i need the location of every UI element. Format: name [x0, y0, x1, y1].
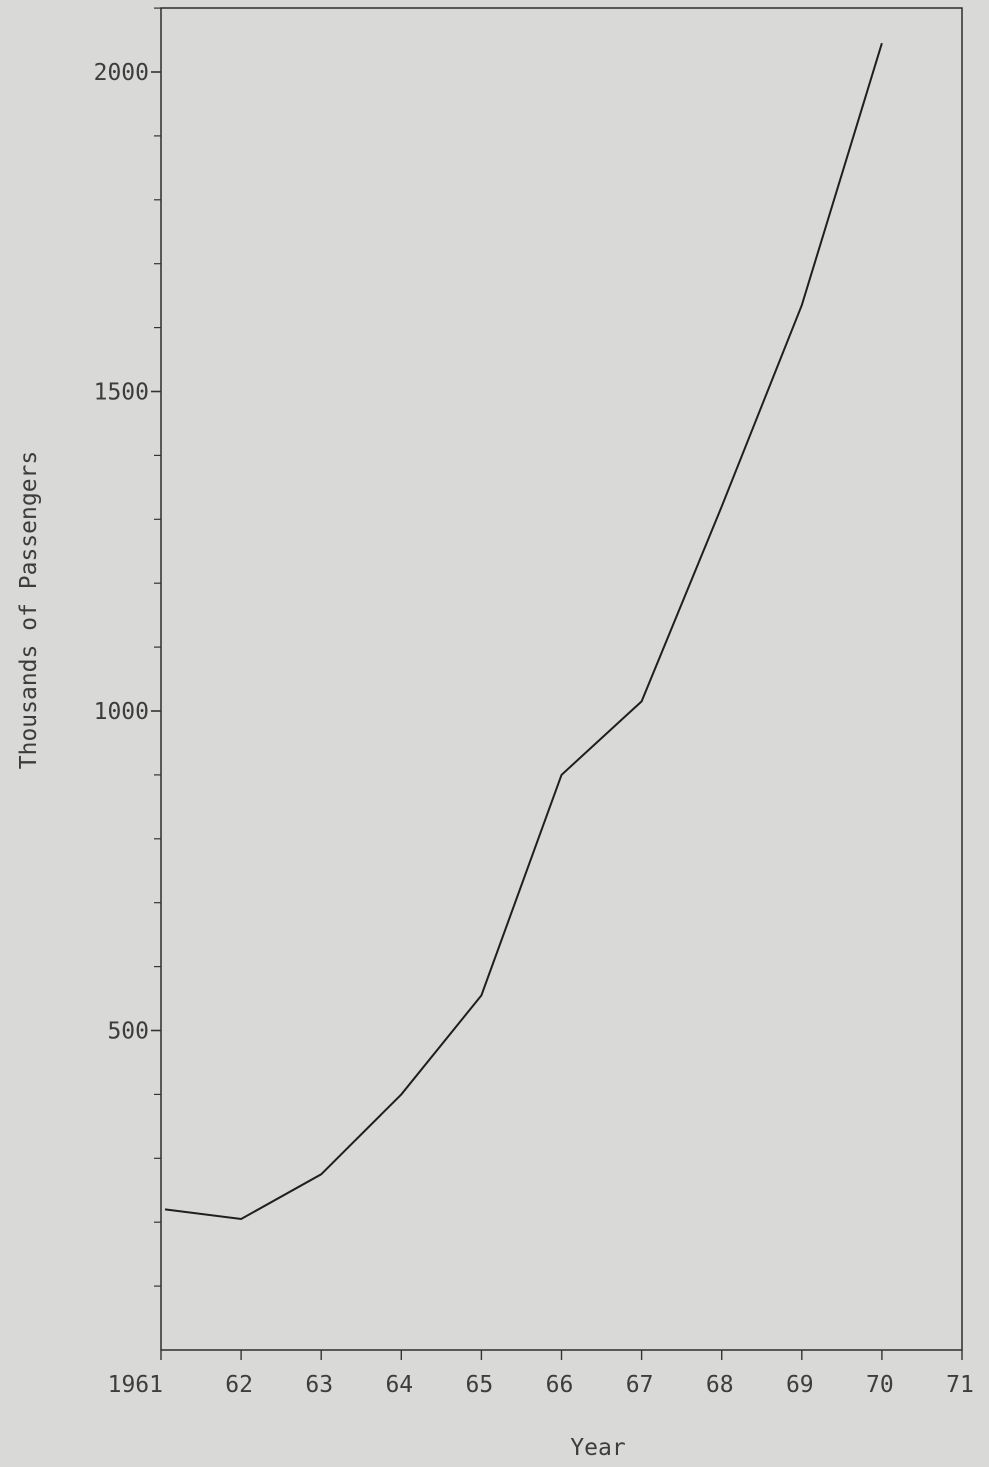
- y-axis-ticks: [151, 7, 161, 1287]
- x-tick-label: 62: [225, 1372, 253, 1398]
- x-tick-label: 64: [385, 1372, 413, 1398]
- plot-frame: [160, 7, 963, 1351]
- x-tick-label: 68: [706, 1372, 734, 1398]
- x-axis-title: Year: [570, 1435, 625, 1461]
- x-tick-label: 1961: [108, 1372, 163, 1398]
- x-tick-label: 63: [305, 1372, 333, 1398]
- x-tick-label: 67: [626, 1372, 654, 1398]
- x-tick-label: 71: [946, 1372, 974, 1398]
- y-tick-label: 500: [107, 1019, 149, 1045]
- y-axis-title: Thousands of Passengers: [16, 451, 42, 770]
- series-line: [164, 42, 883, 1221]
- y-tick-label: 1500: [94, 380, 149, 406]
- x-axis-tick-labels: 1961 62 63 64 65 66 67 68 69 70 71: [108, 1372, 974, 1398]
- x-tick-label: 66: [546, 1372, 574, 1398]
- y-axis-tick-labels: 500 1000 1500 2000: [94, 60, 149, 1045]
- x-axis-ticks: [160, 1350, 963, 1360]
- x-tick-label: 69: [786, 1372, 814, 1398]
- x-tick-label: 65: [466, 1372, 494, 1398]
- y-tick-label: 1000: [94, 699, 149, 725]
- y-tick-label: 2000: [94, 60, 149, 86]
- x-tick-label: 70: [866, 1372, 894, 1398]
